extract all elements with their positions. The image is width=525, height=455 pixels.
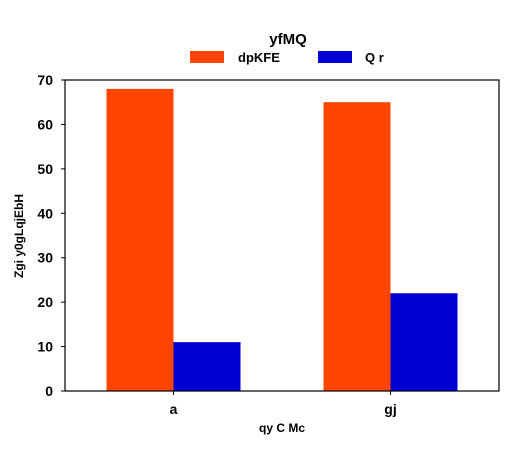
y-tick-label: 50 xyxy=(37,161,53,177)
legend: dpKFE Q r xyxy=(190,50,384,65)
bars-group xyxy=(106,88,458,391)
y-tick-label: 10 xyxy=(37,339,53,355)
y-tick-label: 40 xyxy=(37,205,53,221)
bar-series-1-cat-2 xyxy=(323,102,391,391)
legend-swatch-series-1 xyxy=(190,51,224,63)
bar-series-1-cat-1 xyxy=(106,88,174,391)
bar-series-2-cat-1 xyxy=(173,342,241,391)
x-axis-ticks: a gj xyxy=(170,391,397,417)
y-tick-label: 60 xyxy=(37,116,53,132)
legend-label-series-1: dpKFE xyxy=(238,50,280,65)
x-tick-label: gj xyxy=(384,401,396,417)
y-tick-label: 0 xyxy=(45,383,53,399)
y-tick-label: 20 xyxy=(37,294,53,310)
y-tick-label: 30 xyxy=(37,250,53,266)
y-tick-label: 70 xyxy=(37,72,53,88)
x-axis-label: qy C Mc xyxy=(259,421,305,435)
x-tick-label: a xyxy=(170,401,178,417)
legend-label-series-2: Q r xyxy=(365,50,384,65)
chart-title: yfMQ xyxy=(269,31,307,48)
legend-swatch-series-2 xyxy=(318,51,352,63)
plot-frame xyxy=(64,79,500,392)
y-axis-ticks: 0 10 20 30 40 50 60 70 xyxy=(37,72,65,399)
y-axis-label: Zgi y0gLqjEbH xyxy=(12,194,26,278)
bar-series-2-cat-2 xyxy=(390,293,458,391)
